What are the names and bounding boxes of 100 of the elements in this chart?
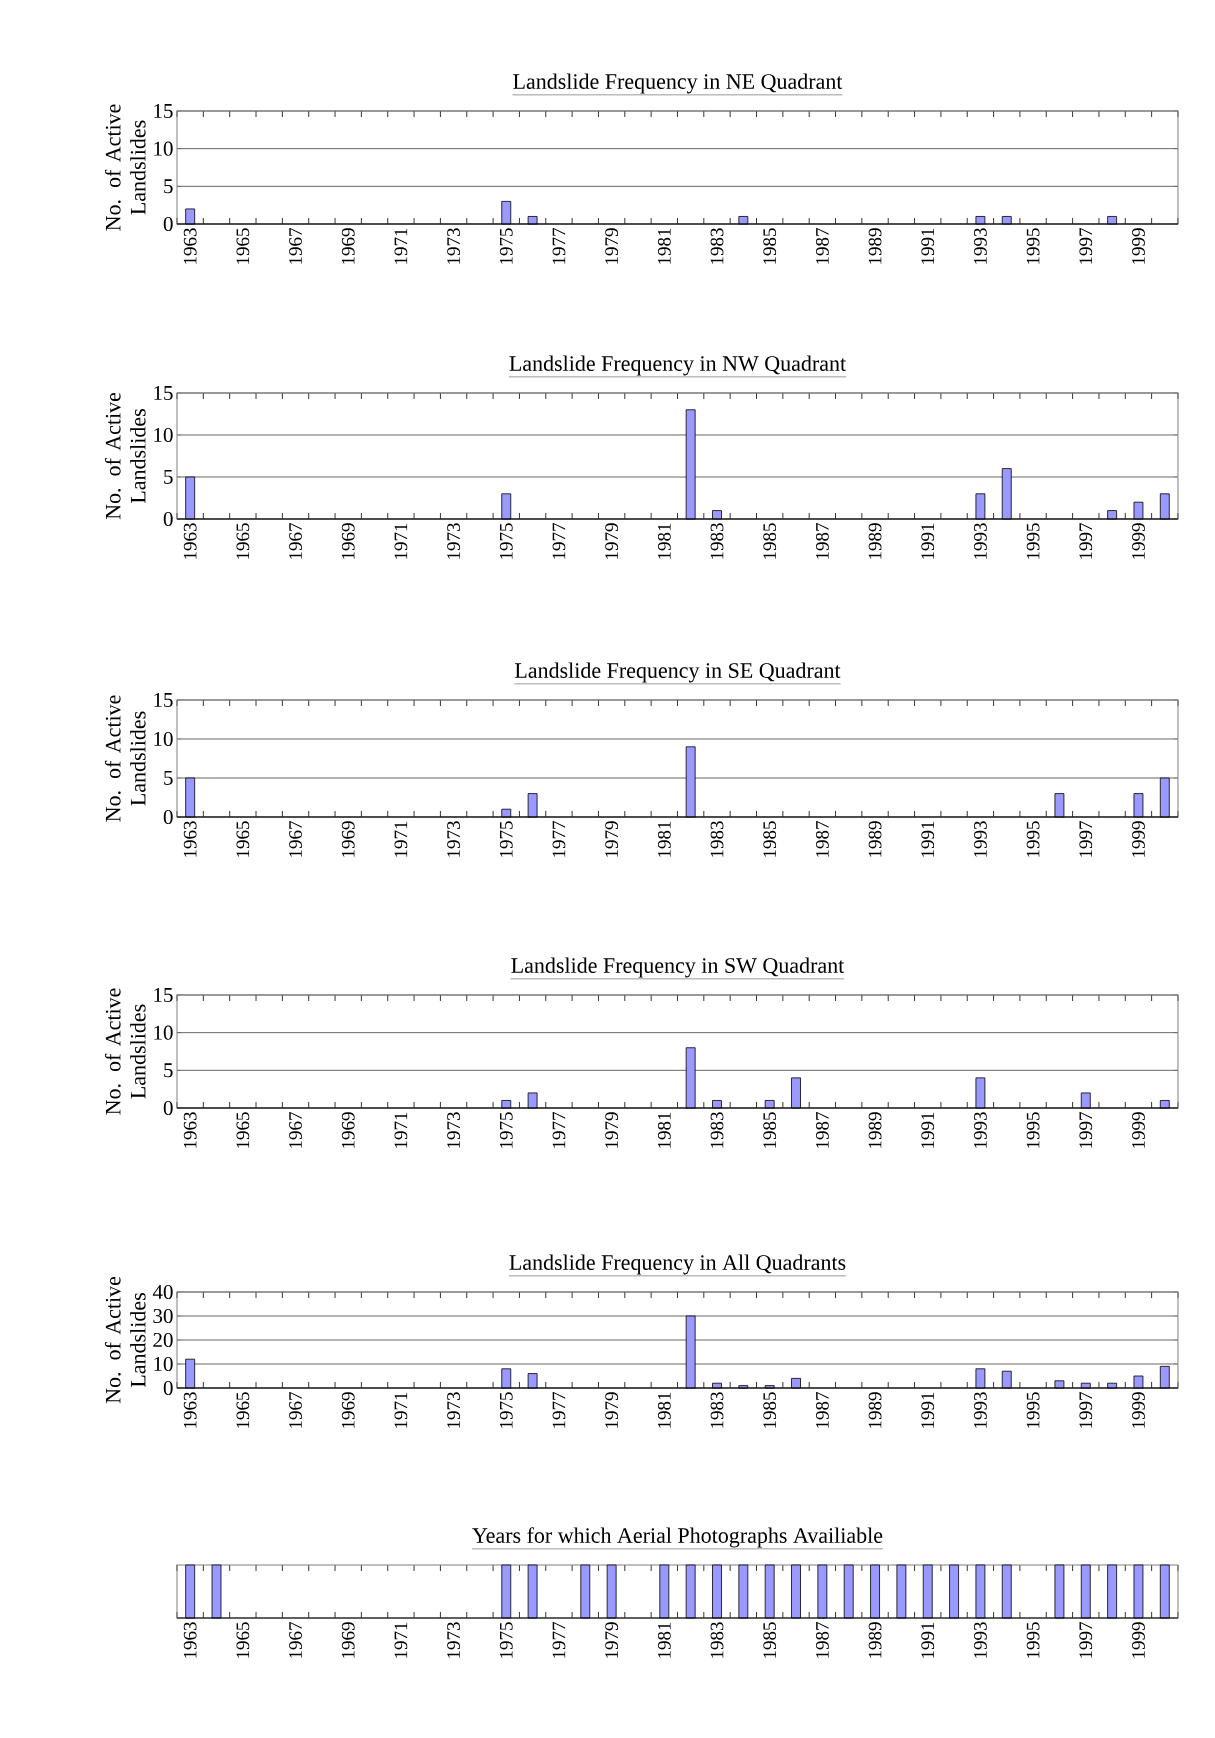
x-tick-label: 1963 <box>183 1112 197 1148</box>
x-tick-label: 1969 <box>341 821 355 857</box>
x-tick-label: 1995 <box>1026 228 1040 264</box>
x-tick-label: 1981 <box>657 1112 671 1148</box>
x-tick-label: 1971 <box>394 1622 408 1658</box>
x-tick-label: 1997 <box>1079 1112 1093 1148</box>
x-tick-label: 1997 <box>1079 821 1093 857</box>
y-tick-label: 10 <box>154 1025 173 1040</box>
x-tick-label: 1983 <box>710 1392 724 1428</box>
x-tick-label: 1989 <box>868 228 882 264</box>
x-tick-label: 1989 <box>868 1392 882 1428</box>
x-tick-label: 1969 <box>341 1622 355 1658</box>
y-axis-title: No. of Active Landslides <box>104 988 146 1115</box>
y-tick-label: 10 <box>154 1356 173 1372</box>
x-tick-label: 1977 <box>552 228 566 264</box>
y-tick-label: 40 <box>152 1284 173 1300</box>
x-tick-label: 1991 <box>921 523 935 559</box>
x-tick-label: 1981 <box>657 1392 671 1428</box>
x-tick-label: 1985 <box>763 1392 777 1428</box>
x-tick-label: 1979 <box>605 228 619 264</box>
x-tick-label: 1967 <box>289 821 302 857</box>
y-tick-label: 5 <box>164 179 173 194</box>
x-tick-label: 1999 <box>1132 228 1145 264</box>
x-tick-label: 1965 <box>236 1622 250 1658</box>
x-tick-label: 1967 <box>289 1622 302 1658</box>
y-tick-label: 15 <box>154 692 173 708</box>
x-tick-label: 1973 <box>447 1112 460 1148</box>
x-tick-label: 1987 <box>815 228 829 264</box>
x-tick-label: 1967 <box>289 523 302 559</box>
x-tick-label: 1995 <box>1026 1392 1040 1428</box>
y-tick-label: 15 <box>154 385 173 401</box>
x-tick-label: 1977 <box>552 1112 566 1148</box>
x-tick-label: 1999 <box>1132 1392 1145 1428</box>
x-tick-label: 1981 <box>657 228 671 264</box>
y-tick-label: 0 <box>163 511 173 527</box>
x-tick-label: 1965 <box>236 523 250 559</box>
x-tick-label: 1997 <box>1079 228 1093 264</box>
x-tick-label: 1963 <box>183 523 197 559</box>
x-tick-label: 1965 <box>236 228 250 264</box>
x-tick-label: 1997 <box>1079 523 1093 559</box>
x-tick-label: 1983 <box>710 228 724 264</box>
x-tick-label: 1987 <box>815 523 829 559</box>
x-tick-label: 1979 <box>605 821 619 857</box>
x-tick-label: 1965 <box>236 1112 250 1148</box>
chart-title: Landslide Frequency in SE Quadrant <box>514 662 841 683</box>
x-tick-label: 1979 <box>605 1392 619 1428</box>
x-tick-label: 1999 <box>1132 1622 1145 1658</box>
x-tick-label: 1975 <box>499 1112 513 1148</box>
x-tick-label: 1963 <box>183 821 197 857</box>
x-tick-label: 1985 <box>763 1622 777 1658</box>
x-tick-label: 1963 <box>183 1622 197 1658</box>
x-tick-label: 1991 <box>921 821 935 857</box>
x-tick-label: 1985 <box>763 228 777 264</box>
x-tick-label: 1995 <box>1026 1112 1040 1148</box>
y-tick-label: 10 <box>154 731 173 747</box>
x-tick-label: 1975 <box>499 821 513 857</box>
x-tick-label: 1963 <box>183 228 197 264</box>
y-tick-label: 0 <box>163 1380 173 1396</box>
x-tick-label: 1971 <box>394 228 408 264</box>
x-tick-label: 1977 <box>552 523 566 559</box>
x-tick-label: 1997 <box>1079 1622 1093 1658</box>
y-tick-label: 20 <box>153 1332 173 1348</box>
x-tick-label: 1971 <box>394 821 408 857</box>
y-tick-label: 0 <box>163 1100 173 1116</box>
x-tick-label: 1967 <box>289 1392 302 1428</box>
chart-title: Years for which Aerial Photographs Availiable <box>472 1527 883 1548</box>
x-tick-label: 1971 <box>394 523 408 559</box>
x-tick-label: 1967 <box>289 228 302 264</box>
x-tick-label: 1975 <box>499 1392 513 1428</box>
x-tick-label: 1993 <box>974 1392 987 1428</box>
x-tick-label: 1981 <box>657 1622 671 1658</box>
x-tick-label: 1981 <box>657 523 671 559</box>
y-tick-label: 15 <box>154 103 173 119</box>
x-tick-label: 1987 <box>815 821 829 857</box>
x-tick-label: 1979 <box>605 523 619 559</box>
x-tick-label: 1967 <box>289 1112 302 1148</box>
x-tick-label: 1977 <box>552 1622 566 1658</box>
y-tick-label: 10 <box>154 141 173 156</box>
x-tick-label: 1975 <box>499 1622 513 1658</box>
x-tick-label: 1995 <box>1026 821 1040 857</box>
y-tick-label: 10 <box>154 427 173 443</box>
x-tick-label: 1983 <box>710 1622 724 1658</box>
x-tick-label: 1999 <box>1132 523 1145 559</box>
x-tick-label: 1969 <box>341 228 355 264</box>
x-tick-label: 1999 <box>1132 1112 1145 1148</box>
x-tick-label: 1981 <box>657 821 671 857</box>
x-tick-label: 1969 <box>341 1112 355 1148</box>
x-tick-label: 1991 <box>921 1112 935 1148</box>
x-tick-label: 1993 <box>974 523 987 559</box>
y-axis-title: No. of Active Landslides <box>104 1276 146 1404</box>
x-tick-label: 1993 <box>974 821 987 857</box>
x-tick-label: 1991 <box>921 228 935 264</box>
x-tick-label: 1969 <box>341 1392 355 1428</box>
x-tick-label: 1985 <box>763 1112 777 1148</box>
x-tick-label: 1979 <box>605 1112 619 1148</box>
y-tick-label: 0 <box>163 216 173 232</box>
x-tick-label: 1997 <box>1079 1392 1093 1428</box>
x-tick-label: 1971 <box>394 1392 408 1428</box>
x-tick-label: 1973 <box>447 821 460 857</box>
x-tick-label: 1973 <box>447 1392 460 1428</box>
